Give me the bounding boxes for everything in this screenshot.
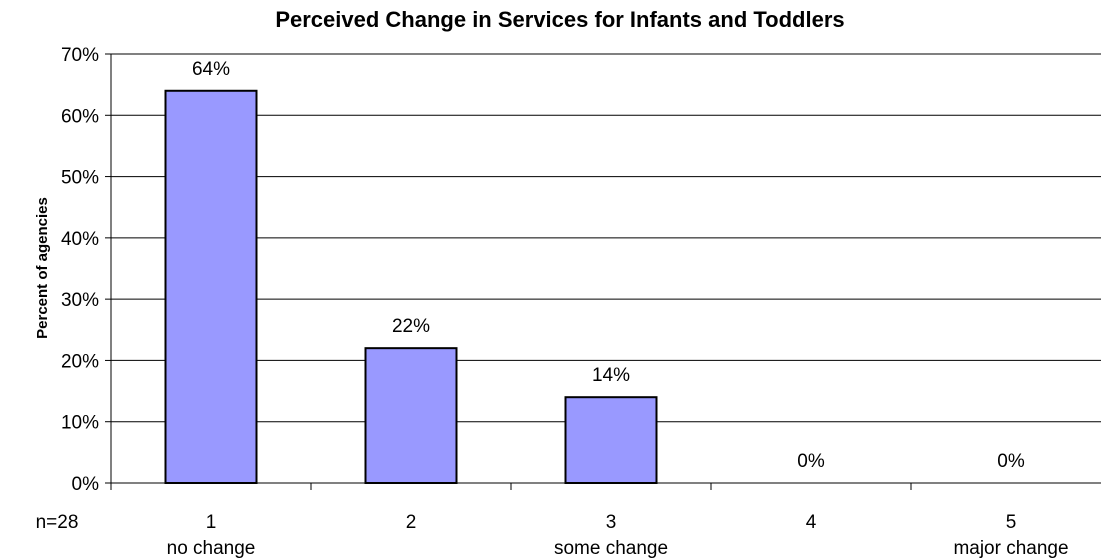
y-tick-label: 0%	[72, 474, 100, 495]
gridlines	[111, 53, 1101, 423]
chart-title: Perceived Change in Services for Infants…	[275, 7, 844, 32]
sample-size-note: n=28	[36, 512, 79, 533]
bar	[164, 89, 258, 485]
data-label: 64%	[192, 59, 230, 80]
x-tick-labels: 1 no change 2 3 some change 4 5 major change	[167, 512, 1069, 558]
data-labels: 64% 22% 14% 0% 0%	[192, 59, 1025, 472]
y-axis-label: Percent of agencies	[34, 197, 51, 339]
y-tick-labels: 0% 10% 20% 30% 40% 50% 60% 70%	[61, 45, 99, 495]
x-tick-sublabel: no change	[167, 538, 256, 558]
y-tick-label: 10%	[61, 413, 99, 434]
data-label: 14%	[592, 365, 630, 386]
y-tick-label: 40%	[61, 229, 99, 250]
data-label: 0%	[997, 451, 1025, 472]
x-tick-sublabel: major change	[953, 538, 1068, 558]
y-tick-label: 20%	[61, 351, 99, 372]
x-tick-label: 5	[1006, 512, 1017, 533]
x-tick-label: 1	[206, 512, 217, 533]
data-label: 0%	[797, 451, 825, 472]
data-label: 22%	[392, 316, 430, 337]
x-tick-label: 3	[606, 512, 617, 533]
x-tick-label: 4	[806, 512, 817, 533]
x-tick-label: 2	[406, 512, 417, 533]
y-tick-label: 70%	[61, 45, 99, 66]
y-tick-label: 60%	[61, 106, 99, 127]
bar	[364, 347, 458, 484]
bar	[564, 396, 658, 485]
x-tick-sublabel: some change	[554, 538, 668, 558]
y-tick-label: 50%	[61, 168, 99, 189]
bars	[164, 89, 658, 485]
y-tick-label: 30%	[61, 290, 99, 311]
axes	[105, 53, 1101, 490]
